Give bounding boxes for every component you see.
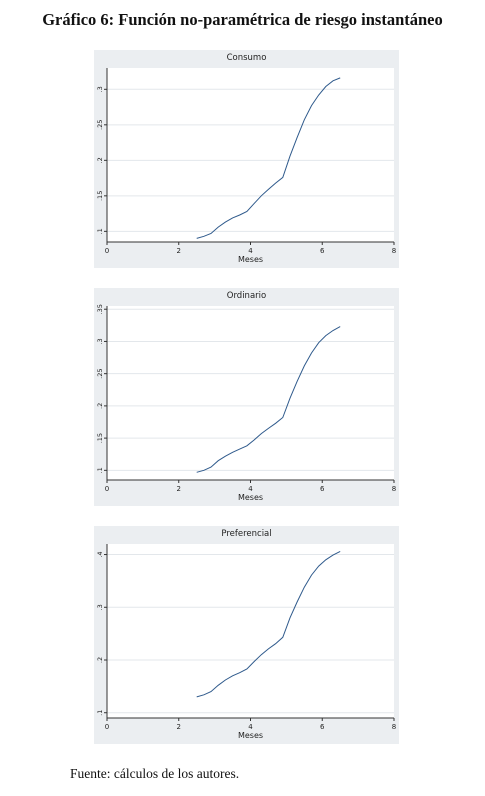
y-tick-label: .4 [96, 551, 104, 557]
plot-area [107, 544, 394, 718]
x-tick-label: 8 [392, 247, 396, 255]
hazard-series-line [196, 550, 341, 698]
y-tick-label: .25 [96, 120, 104, 130]
hazard-series-line [196, 77, 341, 239]
y-tick-label: .3 [96, 86, 104, 92]
chart-panel-ordinario: Ordinario .1 .15 .2 .25 .3 .35 0 2 4 6 8 Meses [94, 288, 399, 506]
chart-title: Ordinario [226, 291, 267, 301]
y-tick-label: .1 [96, 467, 104, 473]
y-tick-label: .3 [96, 604, 104, 610]
x-tick-label: 0 [105, 723, 109, 731]
x-tick-label: 2 [177, 485, 181, 493]
y-tick-label: .1 [96, 228, 104, 234]
x-tick-label: 2 [177, 247, 181, 255]
chart-plot-consumo: .1 .15 .2 .25 .3 0 2 4 6 8 Meses [96, 68, 396, 264]
y-tick-label: .3 [96, 338, 104, 344]
plot-area [107, 306, 394, 480]
y-tick-label: .1 [96, 710, 104, 716]
chart-plot-preferencial: .1 .2 .3 .4 0 2 4 6 8 Meses [96, 544, 396, 740]
x-tick-label: 4 [248, 723, 253, 731]
chart-title: Preferencial [221, 529, 272, 539]
y-tick-label: .35 [96, 304, 104, 314]
x-tick-label: 0 [105, 247, 109, 255]
chart-panel-preferencial: Preferencial .1 .2 .3 .4 0 2 4 6 8 Meses [94, 526, 399, 744]
x-tick-label: 6 [320, 723, 325, 731]
x-tick-label: 4 [248, 485, 253, 493]
y-tick-label: .15 [96, 433, 104, 443]
x-tick-label: 6 [320, 485, 325, 493]
y-tick-label: .2 [96, 157, 104, 163]
chart-title: Consumo [226, 53, 267, 63]
x-tick-label: 8 [392, 723, 396, 731]
hazard-series-line [196, 326, 341, 473]
y-tick-label: .2 [96, 403, 104, 409]
x-axis-label: Meses [238, 255, 263, 264]
x-tick-label: 2 [177, 723, 181, 731]
chart-panel-consumo: Consumo .1 .15 .2 .25 .3 0 2 4 6 8 Meses [94, 50, 399, 268]
source-note: Fuente: cálculos de los autores. [70, 766, 240, 781]
x-tick-label: 0 [105, 485, 109, 493]
x-axis-label: Meses [238, 731, 263, 740]
x-tick-label: 8 [392, 485, 396, 493]
plot-area [107, 68, 394, 242]
x-axis-label: Meses [238, 493, 263, 502]
y-tick-label: .25 [96, 368, 104, 378]
x-tick-label: 4 [248, 247, 253, 255]
page-title: Gráfico 6: Función no-paramétrica de rie… [42, 10, 443, 29]
x-tick-label: 6 [320, 247, 325, 255]
y-tick-label: .15 [96, 191, 104, 201]
y-tick-label: .2 [96, 657, 104, 663]
chart-plot-ordinario: .1 .15 .2 .25 .3 .35 0 2 4 6 8 Meses [96, 304, 396, 502]
